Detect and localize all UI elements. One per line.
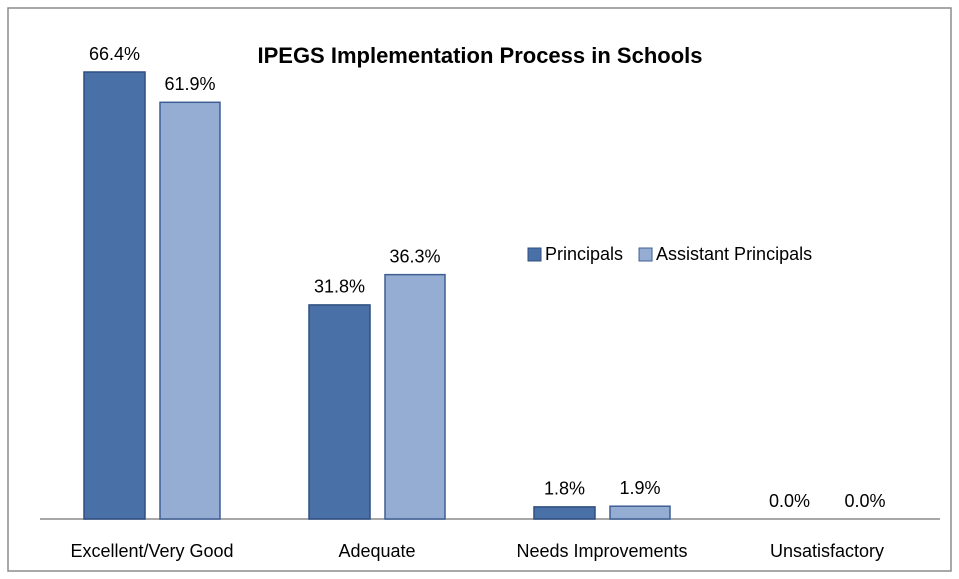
value-label: 0.0% (844, 491, 885, 511)
value-label: 61.9% (164, 74, 215, 94)
bar (609, 505, 671, 520)
x-tick-label: Excellent/Very Good (70, 541, 233, 561)
value-label: 1.9% (619, 478, 660, 498)
legend-swatch (638, 247, 653, 262)
chart-title: IPEGS Implementation Process in Schools (257, 43, 702, 68)
chart-border (7, 7, 952, 572)
legend-label: Principals (545, 244, 623, 264)
x-tick-label: Needs Improvements (516, 541, 687, 561)
value-label: 31.8% (314, 277, 365, 297)
legend-swatch (527, 247, 542, 262)
value-label: 0.0% (769, 491, 810, 511)
value-label: 66.4% (89, 44, 140, 64)
bar (83, 71, 146, 520)
bar (159, 101, 221, 520)
value-label: 36.3% (389, 246, 440, 266)
bar (308, 304, 371, 520)
bar (533, 506, 596, 520)
bar (384, 273, 446, 520)
legend-label: Assistant Principals (656, 244, 812, 264)
value-label: 1.8% (544, 479, 585, 499)
x-tick-label: Adequate (338, 541, 415, 561)
x-tick-label: Unsatisfactory (770, 541, 884, 561)
